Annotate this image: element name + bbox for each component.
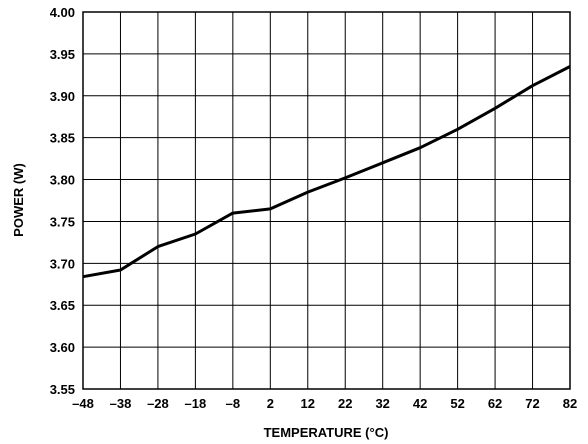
grid-lines xyxy=(82,11,571,390)
x-tick-label: 42 xyxy=(413,396,427,411)
x-tick-label: –38 xyxy=(110,396,132,411)
y-tick-label: 3.55 xyxy=(50,382,75,397)
x-tick-label: –48 xyxy=(72,396,94,411)
x-tick-label: 22 xyxy=(338,396,352,411)
x-tick-label: 2 xyxy=(267,396,274,411)
x-tick-label: –18 xyxy=(185,396,207,411)
x-axis-title: TEMPERATURE (°C) xyxy=(264,425,389,440)
y-tick-label: 3.95 xyxy=(50,47,75,62)
x-tick-label: 12 xyxy=(301,396,315,411)
y-tick-label: 3.80 xyxy=(50,173,75,188)
y-tick-label: 3.65 xyxy=(50,298,75,313)
y-tick-label: 3.75 xyxy=(50,214,75,229)
y-tick-label: 3.85 xyxy=(50,131,75,146)
x-tick-label: –8 xyxy=(226,396,240,411)
x-tick-label: 32 xyxy=(375,396,389,411)
x-tick-label: 72 xyxy=(525,396,539,411)
y-tick-label: 3.60 xyxy=(50,340,75,355)
y-tick-label: 3.90 xyxy=(50,89,75,104)
plot-frame xyxy=(82,11,571,390)
x-tick-labels: –48 –38 –28 –18 –8 2 12 22 32 42 52 62 72 82 xyxy=(72,396,577,411)
y-tick-label: 3.70 xyxy=(50,256,75,271)
y-tick-labels: 3.55 3.60 3.65 3.70 3.75 3.80 3.85 3.90 3.95 4.00 xyxy=(50,5,75,397)
x-tick-label: 62 xyxy=(488,396,502,411)
x-tick-label: 52 xyxy=(450,396,464,411)
y-axis-title: POWER (W) xyxy=(11,163,26,237)
y-tick-label: 4.00 xyxy=(50,5,75,20)
x-tick-label: –28 xyxy=(147,396,169,411)
power-series-line xyxy=(82,65,571,279)
x-tick-label: 82 xyxy=(563,396,577,411)
